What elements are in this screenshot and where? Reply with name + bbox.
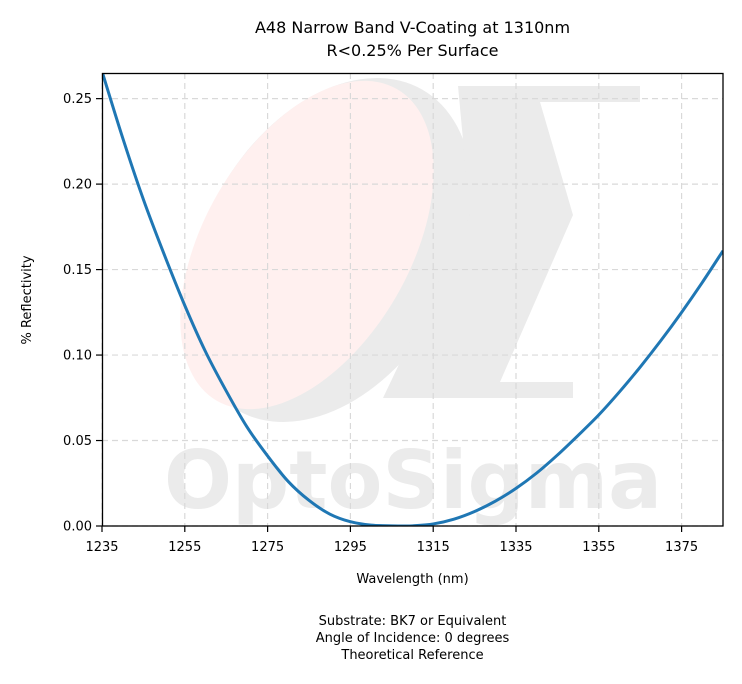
angle-note: Angle of Incidence: 0 degrees [315,631,510,646]
data-point [226,390,227,391]
optosigma-watermark-logo: OptoSigma [164,78,662,527]
data-point [660,340,661,341]
y-tick-label: 0.15 [63,263,92,278]
reflectivity-series-line [102,73,723,526]
watermark-sigma-shape [383,86,640,398]
data-point [329,513,330,514]
y-tick-label: 0.05 [63,434,92,449]
y-tick-label: 0.25 [63,92,92,107]
plot-frame [101,72,724,527]
substrate-note: Substrate: BK7 or Equivalent [318,614,507,629]
x-tick-label: 1315 [417,540,450,555]
data-point [308,500,309,501]
data-point [433,523,434,524]
data-point [164,254,165,255]
x-tick-label: 1375 [665,540,698,555]
data-point [578,435,579,436]
data-point [267,455,268,456]
data-point [101,71,102,72]
y-tick-label: 0.20 [63,178,92,193]
data-point [640,366,641,367]
data-point [143,199,144,200]
watermark-lens-highlight [180,80,434,410]
data-point [619,391,620,392]
data-point [536,472,537,473]
y-tick-label: 0.00 [63,520,92,535]
data-point [184,305,185,306]
chart-subtitle: R<0.25% Per Surface [326,41,499,60]
data-point [350,521,351,522]
x-tick-label: 1355 [582,540,615,555]
data-point [681,312,682,313]
data-point [246,426,247,427]
chart-title: A48 Narrow Band V-Coating at 1310nm [254,18,571,37]
x-tick-label: 1255 [168,540,201,555]
data-point [205,351,206,352]
y-axis: 0.00 0.05 0.10 0.15 0.20 0.25 [63,92,102,535]
data-point [702,282,703,283]
data-point [288,481,289,482]
reference-note: Theoretical Reference [341,648,484,663]
x-tick-label: 1295 [334,540,367,555]
data-layer [101,71,723,526]
data-point [453,519,454,520]
data-point [122,137,123,138]
y-axis-label: % Reflectivity [20,255,35,344]
data-point [474,511,475,512]
x-tick-label: 1335 [499,540,532,555]
x-tick-label: 1275 [251,540,284,555]
data-point [495,501,496,502]
x-tick-label: 1235 [85,540,118,555]
x-axis: 1235 1255 1275 1295 1315 1335 1355 1375 [85,526,698,555]
y-tick-label: 0.10 [63,349,92,364]
x-axis-label: Wavelength (nm) [356,572,468,587]
data-point [557,454,558,455]
data-point [515,488,516,489]
watermark-wordmark: OptoSigma [164,434,662,527]
data-point [598,414,599,415]
